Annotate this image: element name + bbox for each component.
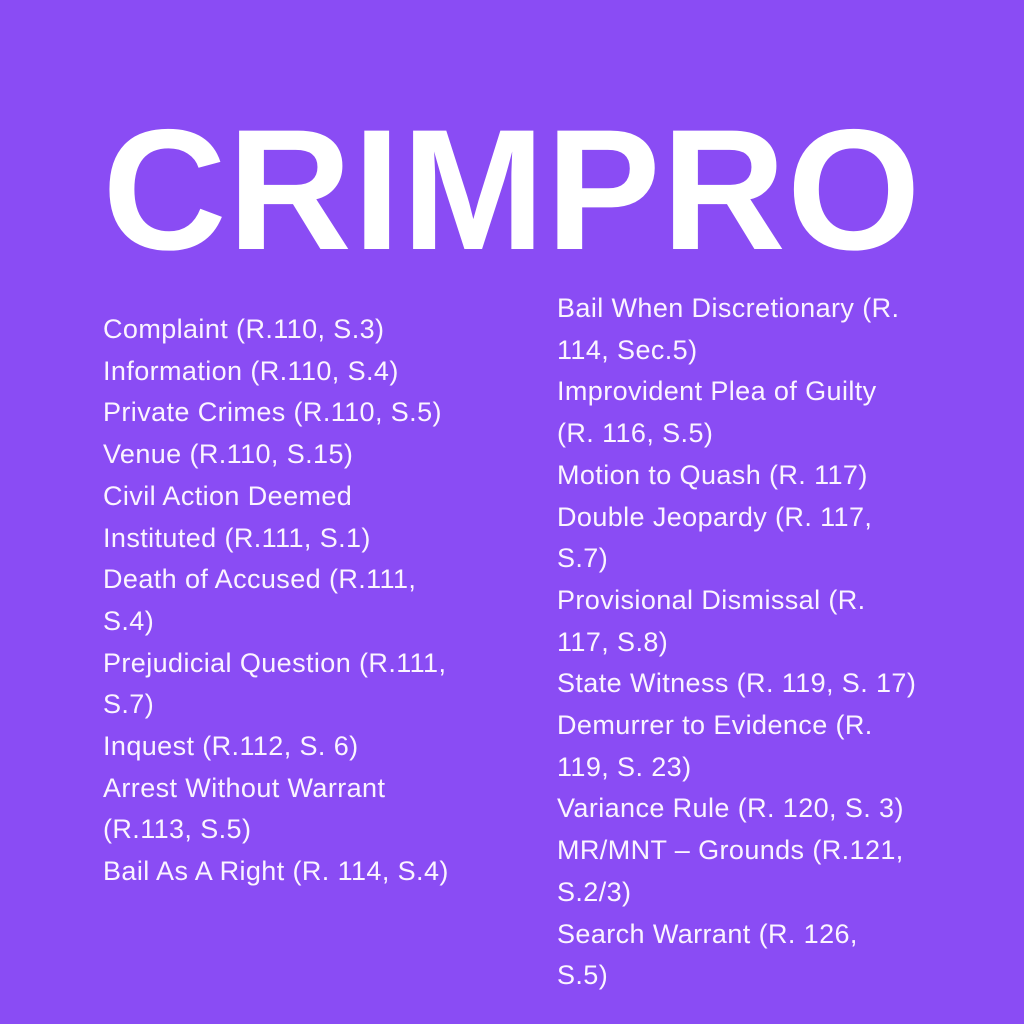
list-item: Variance Rule (R. 120, S. 3) [557, 788, 916, 830]
list-item-line: Bail As A Right (R. 114, S.4) [103, 856, 449, 887]
list-item-line: Arrest Without Warrant [103, 772, 386, 803]
list-item: Venue (R.110, S.15) [103, 434, 449, 476]
page-title: CRIMPRO [102, 94, 922, 286]
list-item-line: Bail When Discretionary (R. [557, 293, 900, 323]
list-item-line: State Witness (R. 119, S. 17) [557, 668, 917, 699]
list-item-line: Prejudicial Question (R.111, [103, 647, 447, 678]
list-item-line: S.2/3) [557, 876, 632, 907]
list-item-line: Civil Action Deemed [103, 480, 353, 511]
list-item-line: Inquest (R.112, S. 6) [103, 731, 359, 762]
list-item: Inquest (R.112, S. 6) [103, 726, 449, 768]
list-item: Civil Action Deemed Instituted (R.111, S.… [103, 476, 449, 559]
left-topic-list: Complaint (R.110, S.3) Information (R.110… [103, 309, 449, 893]
list-item: Search Warrant (R. 126, S.5) [557, 914, 916, 997]
list-item: Death of Accused (R.111, S.4) [103, 559, 449, 642]
list-item: MR/MNT – Grounds (R.121, S.2/3) [557, 830, 916, 913]
list-item-line: S.4) [103, 605, 155, 636]
list-item-line: Private Crimes (R.110, S.5) [103, 397, 442, 428]
list-item-line: 117, S.8) [557, 626, 669, 657]
list-item: Motion to Quash (R. 117) [557, 455, 916, 497]
list-item-line: S.7) [103, 689, 155, 720]
list-item-line: Demurrer to Evidence (R. [557, 710, 873, 741]
list-item-line: Motion to Quash (R. 117) [557, 459, 868, 490]
list-item-line: Search Warrant (R. 126, [557, 918, 858, 949]
list-item-line: Improvident Plea of Guilty [557, 376, 877, 407]
list-item: Prejudicial Question (R.111, S.7) [103, 643, 449, 726]
list-item-line: (R. 116, S.5) [557, 418, 714, 449]
list-item: Private Crimes (R.110, S.5) [103, 392, 449, 434]
list-item: Bail As A Right (R. 114, S.4) [103, 851, 449, 893]
list-item: State Witness (R. 119, S. 17) [557, 663, 916, 705]
list-item-line: Death of Accused (R.111, [103, 564, 417, 595]
list-item-line: Complaint (R.110, S.3) [103, 314, 385, 344]
list-item: Double Jeopardy (R. 117, S.7) [557, 497, 916, 580]
list-item-line: S.7) [557, 543, 609, 574]
list-item-line: Provisional Dismissal (R. [557, 584, 866, 615]
list-item: Improvident Plea of Guilty (R. 116, S.5) [557, 371, 916, 454]
list-item-line: S.5) [557, 960, 609, 991]
list-item-line: 119, S. 23) [557, 751, 692, 782]
list-item-line: Venue (R.110, S.15) [103, 439, 354, 470]
list-item: Complaint (R.110, S.3) [103, 309, 449, 351]
list-item-line: 114, Sec.5) [557, 334, 698, 365]
list-item-line: MR/MNT – Grounds (R.121, [557, 835, 904, 866]
list-item: Demurrer to Evidence (R. 119, S. 23) [557, 705, 916, 788]
list-item: Bail When Discretionary (R. 114, Sec.5) [557, 288, 916, 371]
list-item: Information (R.110, S.4) [103, 351, 449, 393]
list-item-line: (R.113, S.5) [103, 814, 252, 845]
list-item: Arrest Without Warrant (R.113, S.5) [103, 768, 449, 851]
list-item: Provisional Dismissal (R. 117, S.8) [557, 580, 916, 663]
list-item-line: Instituted (R.111, S.1) [103, 522, 371, 553]
list-item-line: Information (R.110, S.4) [103, 355, 399, 386]
list-item-line: Double Jeopardy (R. 117, [557, 501, 873, 532]
list-item-line: Variance Rule (R. 120, S. 3) [557, 793, 904, 824]
right-topic-list: Bail When Discretionary (R. 114, Sec.5) Im… [557, 288, 916, 997]
